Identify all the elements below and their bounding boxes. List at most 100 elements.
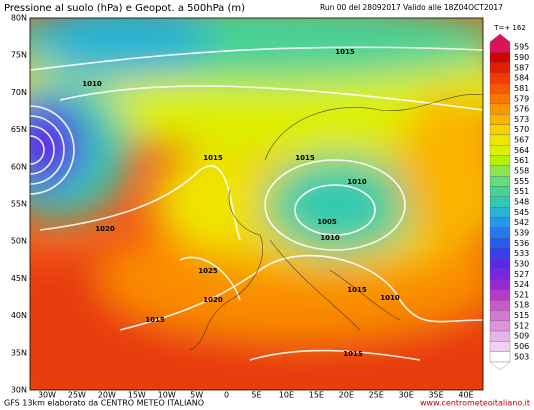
lat-label: 35N	[11, 348, 27, 357]
lon-label: 30W	[38, 391, 56, 400]
colorbar-swatch	[489, 124, 511, 136]
colorbar-label: 518	[514, 301, 529, 310]
lon-label: 15W	[128, 391, 146, 400]
isobar-label: 1015	[145, 316, 165, 324]
isobar-label: 1010	[380, 294, 400, 302]
isobar-label: 1015	[295, 154, 315, 162]
colorbar-label: 530	[514, 259, 529, 268]
map-frame	[29, 17, 484, 391]
lat-label: 80N	[11, 14, 27, 23]
colorbar-swatch	[489, 299, 511, 311]
lon-label: 40E	[458, 391, 473, 400]
isobar-label: 1015	[335, 48, 355, 56]
forecast-step: T=+ 162	[493, 24, 526, 32]
colorbar-label: 587	[514, 63, 529, 72]
isobar-label: 1020	[203, 296, 223, 304]
isobar-label: 1010	[82, 80, 102, 88]
colorbar-swatch	[489, 279, 511, 290]
colorbar-label: 579	[514, 94, 529, 103]
colorbar-swatch	[489, 72, 511, 84]
colorbar-swatch	[489, 330, 511, 342]
colorbar-label: 561	[514, 156, 529, 165]
isobar-label: 1015	[203, 154, 223, 162]
colorbar-label: 539	[514, 228, 529, 237]
colorbar-swatch	[489, 103, 511, 115]
lat-label: 70N	[11, 88, 27, 97]
colorbar-swatch	[489, 237, 511, 249]
lon-label: 15E	[309, 391, 324, 400]
colorbar-label: 503	[514, 352, 529, 361]
colorbar-label: 555	[514, 177, 529, 186]
colorbar-label: 521	[514, 290, 529, 299]
colorbar-label: 512	[514, 321, 529, 330]
colorbar-swatch	[489, 248, 511, 259]
isobar-label: 1025	[198, 267, 218, 275]
colorbar-label: 581	[514, 84, 529, 93]
footer-url: www.centrometeoitaliano.it	[420, 399, 530, 408]
colorbar-swatch	[489, 114, 511, 125]
lon-label: 25E	[369, 391, 384, 400]
colorbar-label: 564	[514, 146, 529, 155]
colorbar-swatch	[489, 52, 511, 63]
colorbar-label: 527	[514, 270, 529, 279]
colorbar-label: 595	[514, 43, 529, 52]
isobar-label: 1010	[320, 234, 340, 242]
colorbar-swatch	[489, 41, 511, 53]
lat-label: 60N	[11, 162, 27, 171]
colorbar-label: 590	[514, 53, 529, 62]
colorbar-swatch	[489, 310, 511, 321]
lon-label: 0	[224, 391, 229, 400]
colorbar-label: 573	[514, 115, 529, 124]
colorbar-swatch	[489, 289, 511, 301]
lon-label: 25W	[68, 391, 86, 400]
colorbar-arrow-top	[489, 33, 511, 43]
lon-label: 10W	[158, 391, 176, 400]
colorbar-swatch	[489, 351, 511, 363]
colorbar-swatch	[489, 155, 511, 167]
colorbar-swatch	[489, 320, 511, 332]
lon-label: 20W	[98, 391, 116, 400]
colorbar-label: 548	[514, 198, 529, 207]
lat-label: 30N	[11, 386, 27, 395]
colorbar-swatch	[489, 145, 511, 156]
colorbar-swatch	[489, 186, 511, 197]
lat-label: 65N	[11, 125, 27, 134]
colorbar-swatch	[489, 83, 511, 94]
isobar-label: 1010	[347, 178, 367, 186]
colorbar-label: 524	[514, 280, 529, 289]
colorbar-label: 551	[514, 187, 529, 196]
colorbar-swatch	[489, 227, 511, 239]
colorbar-label: 558	[514, 167, 529, 176]
isobar-label: 1015	[343, 350, 363, 358]
colorbar-swatch	[489, 62, 511, 74]
colorbar-label: 533	[514, 249, 529, 258]
isobar-label: 1015	[347, 286, 367, 294]
colorbar-label: 536	[514, 239, 529, 248]
colorbar-swatch	[489, 196, 511, 208]
lon-label: 30E	[399, 391, 414, 400]
colorbar-label: 545	[514, 208, 529, 217]
title: Pressione al suolo (hPa) e Geopot. a 500…	[4, 3, 245, 14]
colorbar-swatch	[489, 268, 511, 280]
colorbar-swatch	[489, 207, 511, 218]
lon-label: 5W	[190, 391, 203, 400]
colorbar-swatch	[489, 258, 511, 270]
colorbar-label: 542	[514, 218, 529, 227]
lat-label: 40N	[11, 311, 27, 320]
isobar-label: 1005	[317, 218, 337, 226]
colorbar-swatch	[489, 93, 511, 105]
lat-label: 75N	[11, 51, 27, 60]
colorbar-swatch	[489, 134, 511, 146]
lon-label: 20E	[339, 391, 354, 400]
lat-label: 55N	[11, 200, 27, 209]
colorbar-swatch	[489, 341, 511, 352]
lat-label: 50N	[11, 237, 27, 246]
colorbar-label: 506	[514, 342, 529, 351]
footer-credit: GFS 13km elaborato da CENTRO METEO ITALI…	[4, 399, 204, 408]
lon-label: 10E	[279, 391, 294, 400]
lon-label: 5E	[251, 391, 261, 400]
colorbar-label: 570	[514, 125, 529, 134]
lat-label: 45N	[11, 274, 27, 283]
colorbar-label: 567	[514, 136, 529, 145]
